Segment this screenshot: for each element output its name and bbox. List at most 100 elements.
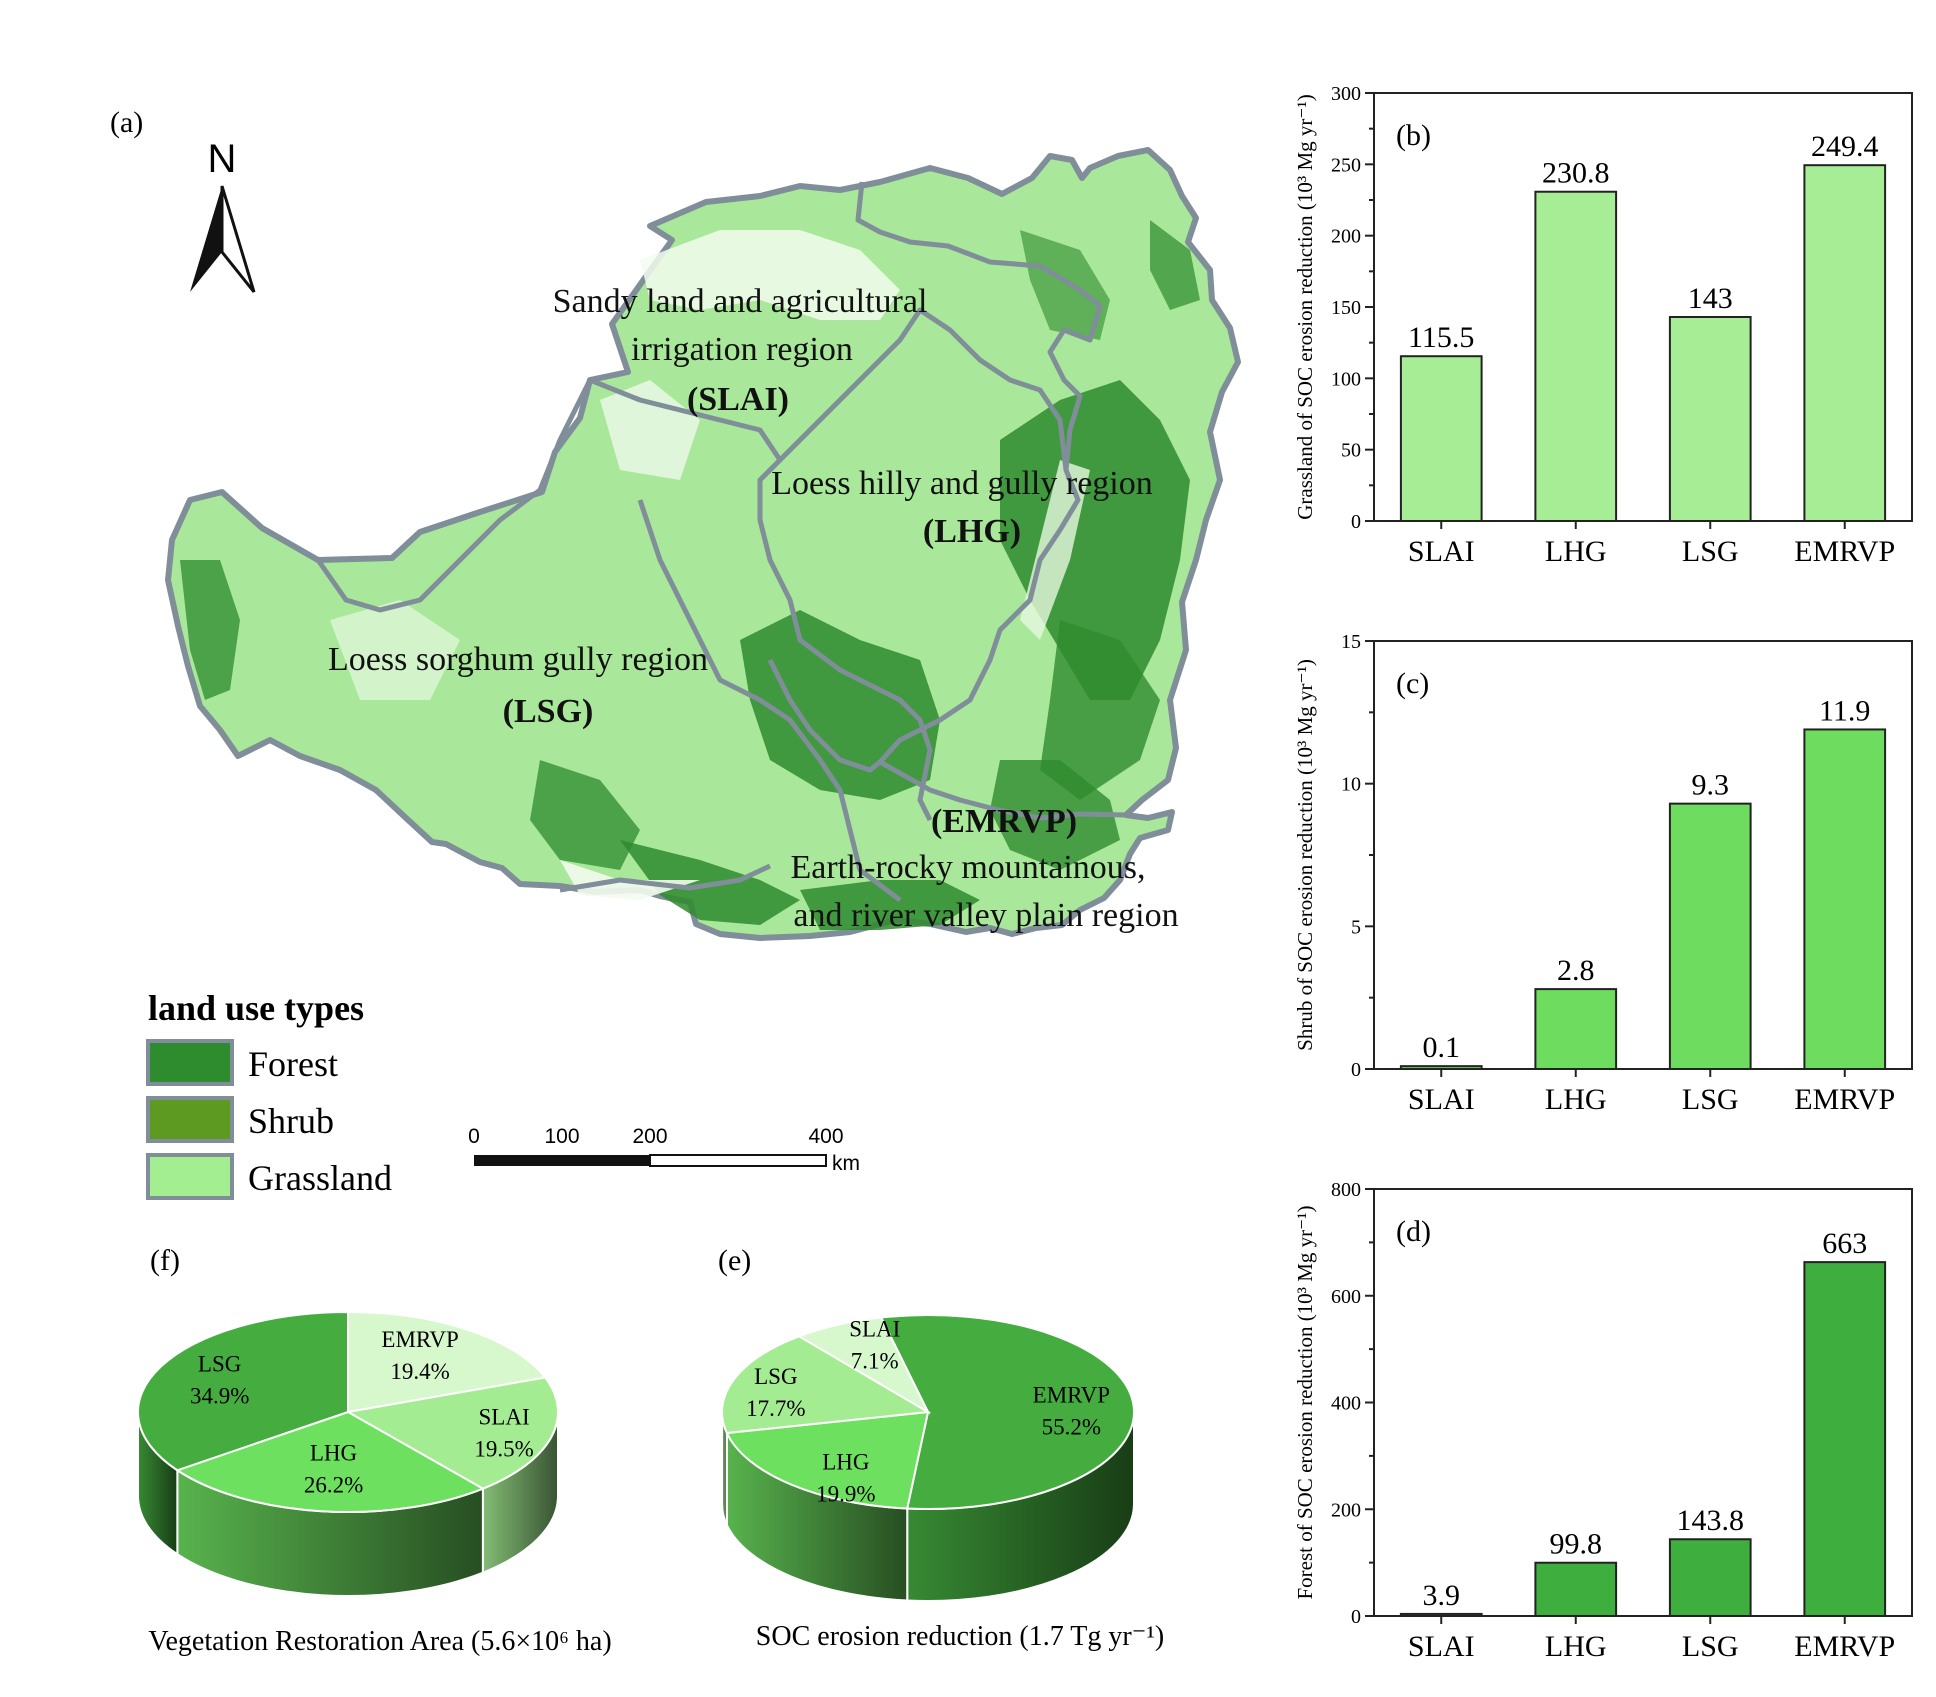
scale-tick-200: 200: [632, 1125, 667, 1148]
y-tick-label: 5: [1351, 916, 1361, 938]
bar-chart-d: 0 200 400 600 800 3.9 SLAI 99.8 LHG 143.8 LSG 663 EM…: [1293, 1179, 1913, 1663]
pie-label-name: LSG: [754, 1364, 797, 1389]
region-boundaries: [315, 181, 1127, 902]
bar-value-label: 143.8: [1677, 1504, 1745, 1537]
bar-emrvp: [1803, 1261, 1887, 1618]
bar-value-label: 249.4: [1811, 130, 1879, 163]
y-tick-label: 400: [1331, 1393, 1361, 1415]
bar-lhg: [1534, 988, 1618, 1071]
legend-swatch-shrub: [146, 1096, 234, 1143]
x-tick-label: LSG: [1682, 535, 1739, 568]
pie-slice-slai: [796, 1316, 931, 1415]
pie-label-percent: 34.9%: [190, 1384, 249, 1409]
bar-value-label: 663: [1822, 1227, 1867, 1260]
x-tick-label: SLAI: [1408, 1083, 1475, 1116]
pie-label-name: SLAI: [849, 1317, 900, 1342]
y-tick-label: 800: [1331, 1179, 1361, 1201]
legend-label-grassland: Grassland: [248, 1158, 392, 1198]
pie-label-name: EMRVP: [1033, 1382, 1110, 1407]
pie-slice-emrvp: [879, 1314, 1135, 1510]
y-tick-label: 0: [1351, 1059, 1361, 1081]
bar-lsg: [1668, 1538, 1752, 1617]
emrvp-name-line1: Earth-rocky mountainous,: [790, 849, 1145, 886]
legend-swatch-forest: [146, 1039, 234, 1086]
x-tick-label: SLAI: [1408, 535, 1475, 568]
panel-label-f: (f): [150, 1244, 180, 1277]
x-tick-label: EMRVP: [1794, 1083, 1895, 1116]
emrvp-abbr: (EMRVP): [931, 803, 1077, 840]
legend-title: land use types: [148, 988, 364, 1028]
bar-value-label: 115.5: [1408, 321, 1474, 354]
bar-value-label: 9.3: [1692, 769, 1730, 802]
pie-label-name: EMRVP: [381, 1327, 458, 1352]
y-tick-label: 0: [1351, 511, 1361, 533]
bar-value-label: 143: [1688, 282, 1733, 315]
bar-value-label: 2.8: [1557, 954, 1595, 987]
y-tick-label: 10: [1341, 774, 1361, 796]
emrvp-name-line2: and river valley plain region: [793, 897, 1178, 934]
region-labels: Sandy land and agricultural irrigation r…: [328, 283, 1179, 934]
north-arrow-icon: N: [190, 137, 256, 293]
slai-name-line1: Sandy land and agricultural: [553, 283, 928, 320]
legend-swatch-grassland: [146, 1153, 234, 1200]
slai-abbr: (SLAI): [687, 381, 789, 418]
y-tick-label: 15: [1341, 631, 1361, 653]
pie-label-name: LHG: [822, 1449, 869, 1474]
x-tick-label: LHG: [1545, 1083, 1607, 1116]
slai-name-line2: irrigation region: [631, 331, 853, 368]
y-tick-label: 50: [1341, 440, 1361, 462]
x-tick-label: LHG: [1545, 1630, 1607, 1663]
x-tick-label: LSG: [1682, 1083, 1739, 1116]
bar-value-label: 99.8: [1550, 1528, 1603, 1561]
scale-unit: km: [832, 1152, 860, 1175]
y-tick-label: 0: [1351, 1606, 1361, 1628]
bar-value-label: 11.9: [1819, 694, 1870, 727]
y-tick-label: 200: [1331, 1499, 1361, 1521]
y-axis-label: Forest of SOC erosion reduction (10³ Mg …: [1293, 1205, 1317, 1599]
bar-value-label: 3.9: [1423, 1579, 1461, 1612]
pie-label-name: LHG: [310, 1441, 357, 1466]
pie-label-percent: 19.5%: [474, 1437, 533, 1462]
legend-label-shrub: Shrub: [248, 1101, 334, 1141]
lsg-abbr: (LSG): [503, 693, 594, 730]
bar-emrvp: [1803, 728, 1887, 1070]
pie-slice-lhg: [175, 1410, 486, 1513]
y-axis-label: Shrub of SOC erosion reduction (10³ Mg y…: [1293, 659, 1317, 1051]
x-tick-label: EMRVP: [1794, 1630, 1895, 1663]
y-tick-label: 300: [1331, 83, 1361, 105]
y-tick-label: 200: [1331, 226, 1361, 248]
x-tick-label: LSG: [1682, 1630, 1739, 1663]
pie-slice-emrvp: [347, 1310, 547, 1414]
pie-e-title: SOC erosion reduction (1.7 Tg yr⁻¹): [756, 1621, 1164, 1652]
lsg-name: Loess sorghum gully region: [328, 641, 708, 678]
panel-label-e: (e): [718, 1244, 751, 1277]
bar-lsg: [1668, 802, 1752, 1070]
y-tick-label: 600: [1331, 1286, 1361, 1308]
pie-label-name: LSG: [198, 1352, 241, 1377]
panel-label-b: (b): [1396, 119, 1431, 152]
scale-tick-0: 0: [468, 1125, 480, 1148]
north-label: N: [208, 137, 237, 181]
bar-chart-b: 0 50 100 150 200 250 300 115.5 SLAI 230.8 LHG 143 LS…: [1293, 83, 1913, 568]
bar-slai: [1399, 355, 1483, 522]
pie-label-percent: 19.4%: [390, 1359, 449, 1384]
scale-bar: 0 100 200 400 km: [468, 1125, 860, 1175]
scale-tick-100: 100: [544, 1125, 579, 1148]
pie-f-title: Vegetation Restoration Area (5.6×10⁶ ha): [148, 1626, 611, 1657]
scale-tick-400: 400: [808, 1125, 843, 1148]
loess-plateau-map: Sandy land and agricultural irrigation r…: [165, 147, 1241, 941]
y-axis-label: Grassland of SOC erosion reduction (10³ …: [1293, 94, 1317, 520]
pie-slice-lsg: [137, 1310, 349, 1472]
y-tick-label: 250: [1331, 154, 1361, 176]
pie-label-percent: 55.2%: [1042, 1414, 1101, 1439]
panel-label-c: (c): [1396, 667, 1429, 700]
bar-value-label: 230.8: [1542, 157, 1610, 190]
panel-label-d: (d): [1396, 1215, 1431, 1248]
bar-slai: [1399, 1065, 1483, 1070]
pie-label-percent: 26.2%: [304, 1473, 363, 1498]
pie-slice-slai: [345, 1376, 559, 1490]
x-tick-label: SLAI: [1408, 1630, 1475, 1663]
x-tick-label: EMRVP: [1794, 535, 1895, 568]
pie-slice-lhg: [725, 1410, 930, 1510]
